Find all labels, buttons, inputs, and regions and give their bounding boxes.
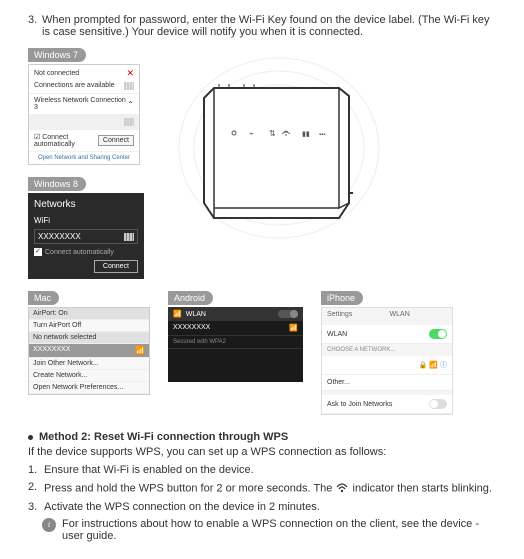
win8-checkbox[interactable]: ✓ — [34, 248, 42, 256]
os-label-mac: Mac — [28, 291, 59, 305]
mac-ssid[interactable]: XXXXXXXX — [33, 346, 70, 355]
mac-prefs[interactable]: Open Network Preferences... — [33, 384, 123, 391]
mac-create[interactable]: Create Network... — [33, 372, 87, 379]
iphone-wlan-toggle[interactable] — [429, 329, 447, 339]
android-column: Android 📶 WLAN XXXXXXXX 📶 Secured with WP… — [168, 291, 303, 415]
method2-title-text: Method 2: Reset Wi-Fi connection through… — [39, 431, 288, 443]
step2-text-a: Press and hold the WPS button for 2 or m… — [44, 482, 332, 494]
iphone-screenshot: Settings WLAN WLAN CHOOSE A NETWORK... 🔒… — [321, 307, 453, 415]
win7-not-connected: Not connected — [34, 70, 79, 77]
iphone-title: WLAN — [390, 311, 410, 318]
win8-title: Networks — [34, 199, 138, 210]
iphone-column: iPhone Settings WLAN WLAN CHOOSE A NETWO… — [321, 291, 453, 415]
wifi-icon: 📶 — [173, 311, 182, 318]
win7-connect-button[interactable]: Connect — [98, 135, 134, 146]
wifi-icon: 📶 — [429, 362, 438, 369]
mac-turn-off[interactable]: Turn AirPort Off — [33, 322, 81, 329]
win8-auto-label: Connect automatically — [45, 249, 114, 256]
info-text: For instructions about how to enable a W… — [62, 518, 496, 542]
os-label-android: Android — [168, 291, 213, 305]
mac-no-network: No network selected — [33, 334, 96, 341]
iphone-choose-label: CHOOSE A NETWORK... — [322, 344, 452, 356]
lock-icon: 🔒 — [419, 362, 428, 369]
method2-desc: If the device supports WPS, you can set … — [28, 446, 496, 458]
android-ssid[interactable]: XXXXXXXX — [173, 324, 210, 332]
signal-bars-icon — [124, 82, 134, 90]
os-label-iphone: iPhone — [321, 291, 363, 305]
step-number: 3. — [28, 501, 44, 513]
warning-icon: ✕ — [126, 68, 134, 79]
mac-join[interactable]: Join Other Network... — [33, 360, 99, 367]
iphone-wlan-label: WLAN — [327, 331, 347, 338]
method2-step-2: 2. Press and hold the WPS button for 2 o… — [28, 481, 496, 496]
android-screenshot: 📶 WLAN XXXXXXXX 📶 Secured with WPA2 — [168, 307, 303, 382]
step-text: Press and hold the WPS button for 2 or m… — [44, 481, 492, 496]
win8-connect-button[interactable]: Connect — [94, 260, 138, 273]
wifi-icon: 📶 — [135, 346, 145, 355]
win8-ssid[interactable]: XXXXXXXX — [38, 232, 81, 241]
win8-screenshot: Networks WiFi XXXXXXXX ✓ Connect automat… — [28, 193, 144, 279]
svg-text:▪▪▪: ▪▪▪ — [319, 132, 325, 138]
win8-subtitle: WiFi — [34, 216, 138, 225]
router-illustration: ⌁ ⇅ ▮▮ ▪▪▪ — [174, 48, 384, 279]
android-toggle[interactable] — [278, 310, 298, 318]
method2-title: Method 2: Reset Wi-Fi connection through… — [28, 431, 496, 443]
mac-column: Mac AirPort: On Turn AirPort Off No netw… — [28, 291, 150, 415]
svg-text:▮▮: ▮▮ — [302, 131, 310, 138]
win7-auto-checkbox[interactable]: ☑ Connect automatically — [34, 133, 98, 148]
chevron-up-icon: ⌃ — [127, 100, 134, 109]
wifi-icon: 📶 — [289, 324, 298, 332]
iphone-back[interactable]: Settings — [327, 311, 352, 318]
info-icon: i — [42, 518, 56, 532]
info-note: i For instructions about how to enable a… — [42, 518, 496, 542]
svg-text:⇅: ⇅ — [269, 129, 276, 138]
step2-text-b: indicator then starts blinking. — [353, 482, 492, 494]
android-header-label: WLAN — [186, 311, 206, 318]
page: 3. When prompted for password, enter the… — [0, 0, 524, 559]
iphone-ask-label: Ask to Join Networks — [327, 401, 392, 408]
android-security: Secured with WPA2 — [173, 339, 226, 345]
win7-connections-available: Connections are available — [34, 82, 115, 90]
win7-wireless-label: Wireless Network Connection 3 — [34, 97, 127, 111]
mac-screenshot: AirPort: On Turn AirPort Off No network … — [28, 307, 150, 395]
wifi-indicator-icon — [335, 481, 349, 496]
os-label-win8: Windows 8 — [28, 177, 86, 191]
left-column: Windows 7 Not connected ✕ Connections ar… — [28, 48, 144, 279]
screenshots-row-1: Windows 7 Not connected ✕ Connections ar… — [28, 48, 496, 279]
step-number: 2. — [28, 481, 44, 493]
info-icon[interactable]: ⓘ — [440, 362, 447, 369]
step-number: 1. — [28, 464, 44, 476]
win7-screenshot: Not connected ✕ Connections are availabl… — [28, 64, 140, 165]
mac-airport-on: AirPort: On — [33, 310, 68, 317]
step-number: 3. — [28, 14, 42, 38]
bullet-icon — [28, 435, 33, 440]
svg-text:⌁: ⌁ — [249, 129, 254, 138]
screenshots-row-2: Mac AirPort: On Turn AirPort Off No netw… — [28, 291, 496, 415]
step-text: Ensure that Wi-Fi is enabled on the devi… — [44, 464, 254, 476]
win7-footer-link[interactable]: Open Network and Sharing Center — [29, 152, 139, 164]
os-label-win7: Windows 7 — [28, 48, 86, 62]
signal-bars-icon — [124, 118, 134, 126]
step-3: 3. When prompted for password, enter the… — [28, 14, 496, 38]
step-text: Activate the WPS connection on the devic… — [44, 501, 320, 513]
signal-bars-icon — [124, 233, 134, 241]
iphone-ask-toggle[interactable] — [429, 399, 447, 409]
iphone-other[interactable]: Other... — [327, 379, 350, 386]
method2-step-3: 3. Activate the WPS connection on the de… — [28, 501, 496, 513]
method-2-section: Method 2: Reset Wi-Fi connection through… — [28, 431, 496, 542]
step-text: When prompted for password, enter the Wi… — [42, 14, 496, 38]
method2-step-1: 1. Ensure that Wi-Fi is enabled on the d… — [28, 464, 496, 476]
